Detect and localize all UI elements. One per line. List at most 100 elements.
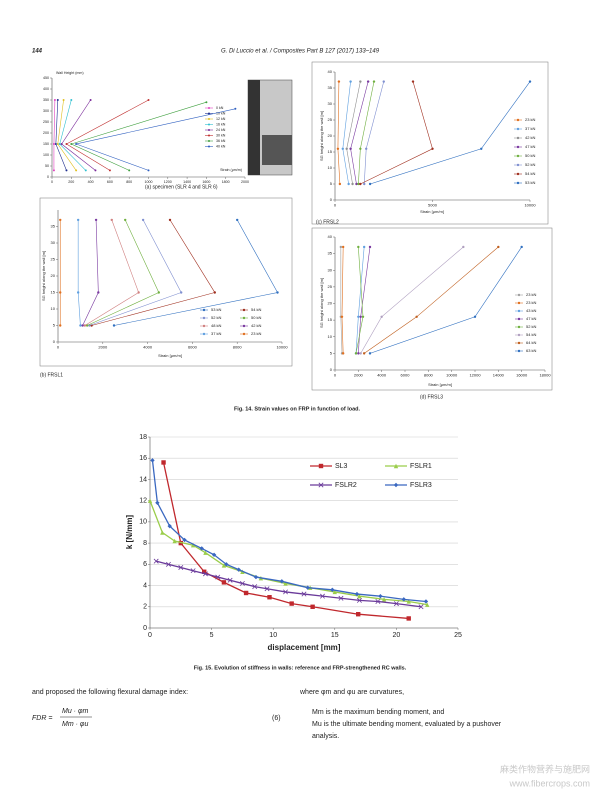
data-point <box>59 324 62 327</box>
data-point <box>341 245 345 249</box>
x-tick-label: 1800 <box>222 180 230 184</box>
data-point <box>359 182 362 186</box>
legend-label: FSLR2 <box>335 482 357 489</box>
data-point <box>221 563 227 568</box>
data-point <box>224 562 229 567</box>
data-point <box>172 538 177 544</box>
data-point <box>54 143 57 145</box>
data-point <box>65 169 68 172</box>
data-point <box>157 291 160 294</box>
y-tick-label: 25 <box>51 257 56 262</box>
legend-label: 37 kN <box>525 126 536 131</box>
legend-marker <box>242 324 246 328</box>
data-point <box>56 143 59 145</box>
y-tick-label: 0 <box>143 625 147 632</box>
data-point <box>354 591 360 597</box>
series-line <box>342 81 351 185</box>
legend-marker <box>208 134 210 137</box>
panel-caption: (a) specimen (SLR 4 and SLR 6) <box>145 184 218 190</box>
x-tick-label: 1000 <box>145 180 153 184</box>
data-point <box>341 352 345 355</box>
y-tick-label: 100 <box>43 153 49 157</box>
data-point <box>234 107 237 110</box>
y-tick-label: 20 <box>328 133 333 138</box>
data-point <box>357 315 360 318</box>
x-tick-label: 18000 <box>539 372 551 377</box>
legend-marker <box>202 332 206 336</box>
legend-marker <box>208 123 210 126</box>
legend-label: 40 kN <box>216 144 226 148</box>
legend-label: 23 kN <box>526 292 537 297</box>
data-point <box>153 558 159 564</box>
data-point <box>147 498 153 503</box>
data-point <box>205 101 208 104</box>
paragraph: Mu is the ultimate bending moment, evalu… <box>312 721 502 728</box>
x-axis-label: Strain [μm/m] <box>158 353 182 358</box>
data-point <box>338 182 342 186</box>
data-point <box>349 80 352 83</box>
data-point <box>368 352 372 355</box>
data-point <box>528 80 532 83</box>
series-line <box>363 81 385 185</box>
legend-label: 50 kN <box>251 315 262 320</box>
paragraph: and proposed the following flexural dama… <box>32 689 188 696</box>
y-tick-label: 8 <box>143 540 147 547</box>
data-point <box>351 182 354 186</box>
data-point <box>52 169 55 172</box>
y-tick-label: 50 <box>45 164 49 168</box>
data-point <box>62 99 65 101</box>
legend-marker <box>516 181 520 185</box>
data-point <box>112 324 116 327</box>
y-tick-label: 16 <box>139 455 147 462</box>
legend-marker <box>516 163 520 167</box>
data-point <box>178 565 184 570</box>
y-tick-label: 30 <box>51 240 56 245</box>
data-point <box>60 143 63 145</box>
data-point <box>431 147 434 150</box>
x-tick-label: 10000 <box>446 372 458 377</box>
data-point <box>236 218 239 222</box>
y-tick-label: 35 <box>328 85 333 90</box>
legend-label: 24 kN <box>216 128 226 132</box>
x-tick-label: 0 <box>148 632 152 639</box>
data-point <box>137 291 140 294</box>
data-point <box>70 143 73 145</box>
series-line <box>341 246 344 354</box>
data-point <box>236 567 241 572</box>
data-point <box>357 593 362 599</box>
data-point <box>406 599 411 604</box>
series-line <box>84 219 140 326</box>
y-tick-label: 0 <box>330 197 333 202</box>
y-tick-label: 10 <box>328 165 333 170</box>
data-point <box>375 598 381 604</box>
y-tick-label: 20 <box>51 273 56 278</box>
data-point <box>473 315 477 318</box>
y-tick-label: 250 <box>43 120 49 124</box>
x-tick-label: 5 <box>210 632 214 639</box>
data-point <box>85 324 89 327</box>
data-point <box>362 245 366 249</box>
series-line <box>369 246 522 354</box>
x-tick-label: 10000 <box>276 344 288 349</box>
x-tick-label: 12000 <box>469 372 481 377</box>
series-line <box>162 462 409 620</box>
x-tick-label: 0 <box>51 180 53 184</box>
legend-label: 54 kN <box>251 307 262 312</box>
x-tick-label: 1400 <box>183 180 191 184</box>
x-tick-label: 25 <box>454 632 462 639</box>
x-tick-label: 16000 <box>516 372 528 377</box>
data-point <box>411 80 415 83</box>
y-tick-label: 0 <box>47 175 49 179</box>
equation-denominator: Mm · φu <box>62 721 88 728</box>
watermark: 麻类作物营养与施肥网 <box>500 763 590 774</box>
figure-caption: Fig. 14. Strain values on FRP in functio… <box>234 406 361 412</box>
legend-label: FSLR3 <box>410 482 432 489</box>
legend-marker <box>517 293 521 297</box>
y-tick-label: 15 <box>51 290 56 295</box>
legend-marker <box>516 154 520 158</box>
data-point <box>337 80 341 83</box>
x-tick-label: 800 <box>126 180 132 184</box>
data-point <box>253 574 259 580</box>
data-point <box>497 245 500 249</box>
data-point <box>94 218 98 222</box>
